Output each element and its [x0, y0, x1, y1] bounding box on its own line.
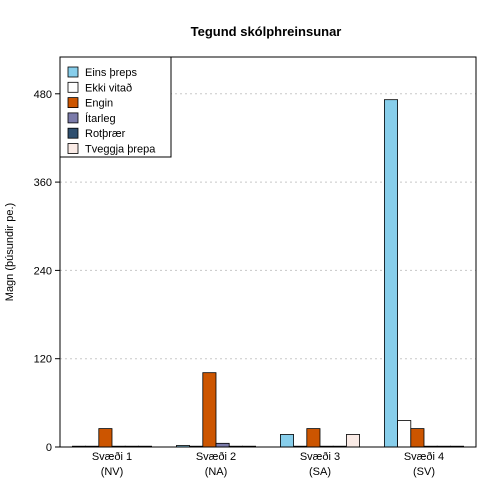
bar: [306, 428, 321, 448]
bar: [98, 428, 113, 448]
x-tick-label-sub: (NV): [101, 466, 124, 478]
legend-swatch: [67, 81, 79, 93]
x-tick-label: Svæði 2: [196, 451, 236, 463]
legend-swatch: [67, 143, 79, 154]
bar: [345, 434, 360, 448]
x-tick-label: Svæði 4: [404, 451, 444, 463]
y-tick-label: 240: [34, 265, 52, 277]
legend-label: Rotþrær: [85, 128, 126, 140]
x-tick-label: Svæði 1: [92, 451, 132, 463]
bar: [215, 442, 230, 448]
y-tick-label: 120: [34, 354, 52, 366]
legend-label: Engin: [85, 98, 113, 110]
legend-label: Ítarleg: [85, 112, 116, 125]
x-tick-label-sub: (SA): [309, 466, 331, 478]
chart-title: Tegund skólphreinsunar: [191, 24, 342, 39]
legend: Eins þreps Ekki vitað Engin Ítarleg Rotþrær T…: [59, 56, 172, 158]
bar: [279, 434, 294, 448]
bar: [410, 428, 425, 448]
x-tick-label-sub: (NA): [205, 466, 228, 478]
legend-swatch: [67, 66, 79, 78]
x-tick-label: Svæði 3: [300, 451, 340, 463]
x-axis: Svæði 1 (NV) Svæði 2 (NA) Svæði 3 (SA) Svæði 4…: [92, 451, 444, 478]
y-axis: 0 120 240 360 480: [34, 89, 60, 454]
bar: [383, 99, 398, 448]
y-tick-label: 360: [34, 177, 52, 189]
legend-box: [59, 56, 172, 158]
y-tick-label: 0: [46, 442, 52, 454]
x-tick-label-sub: (SV): [413, 466, 435, 478]
y-axis-label: Magn (þúsundir pe.): [4, 203, 16, 301]
legend-label: Tveggja þrepa: [85, 144, 156, 156]
legend-label: Ekki vitað: [85, 82, 132, 94]
bar: [202, 372, 217, 448]
legend-swatch: [67, 127, 79, 139]
y-tick-label: 480: [34, 89, 52, 101]
legend-label: Eins þreps: [85, 67, 137, 79]
gridlines: [60, 93, 476, 360]
plot-frame: [59, 56, 477, 448]
legend-swatch: [67, 112, 79, 124]
bar: [397, 420, 412, 448]
legend-swatch: [67, 97, 79, 108]
